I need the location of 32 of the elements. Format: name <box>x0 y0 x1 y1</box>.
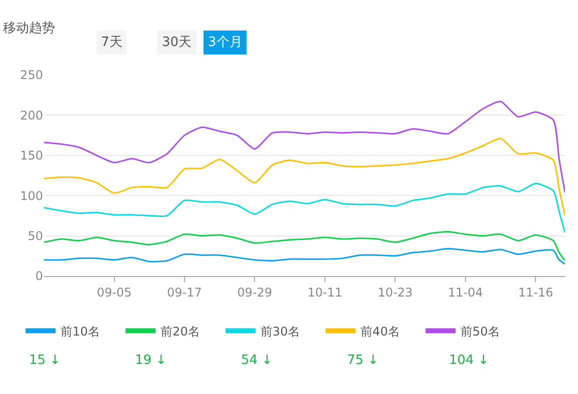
x-tick-label: 10-23 <box>378 285 413 300</box>
y-tick-label: 50 <box>28 229 43 243</box>
y-tick-label: 250 <box>20 68 43 82</box>
chart-title: 移动趋势 <box>2 21 55 36</box>
line-series <box>44 138 565 216</box>
text: 15 ↓ <box>29 353 61 368</box>
text: 3个月 <box>208 35 242 50</box>
x-tick-label: 09-29 <box>237 285 272 300</box>
text: 104 ↓ <box>449 353 489 368</box>
x-tick-label: 09-05 <box>96 285 132 300</box>
line-series <box>44 182 565 234</box>
legend-label: 前30名 <box>260 324 300 338</box>
text: 54 ↓ <box>241 353 273 368</box>
y-tick-label: 0 <box>35 269 43 284</box>
y-tick-label: 150 <box>20 148 43 163</box>
line-series <box>44 100 565 194</box>
text: 30天 <box>162 35 192 50</box>
legend-label: 前50名 <box>460 324 500 338</box>
x-tick-label: 11-16 <box>518 285 554 300</box>
legend-label: 前40名 <box>360 324 400 338</box>
y-tick-label: 100 <box>20 188 43 203</box>
x-tick-label: 10-11 <box>308 285 342 300</box>
text: 75 ↓ <box>347 353 379 368</box>
line-series <box>44 231 565 262</box>
x-tick-label: 09-17 <box>167 285 202 300</box>
text: 7天 <box>101 35 122 50</box>
y-tick-label: 200 <box>20 108 43 122</box>
line-series <box>44 248 565 265</box>
legend-label: 前10名 <box>60 324 100 338</box>
legend-label: 前20名 <box>160 324 200 338</box>
x-tick-label: 11-04 <box>448 285 483 300</box>
text: 19 ↓ <box>135 353 167 368</box>
